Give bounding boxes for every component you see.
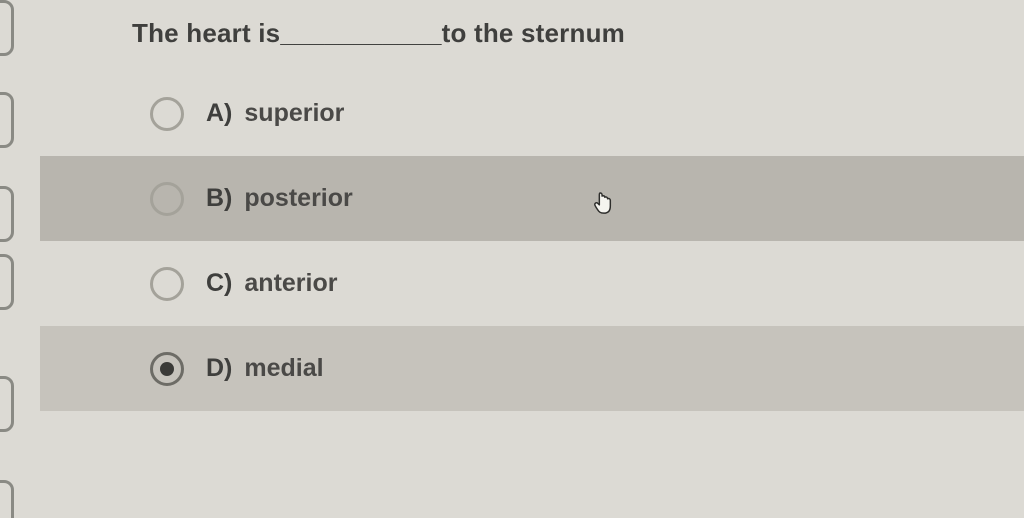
option-text: posterior <box>244 184 352 213</box>
question-text-part-1: The heart is <box>132 18 280 48</box>
question-nav-stub[interactable] <box>0 254 14 310</box>
radio-b[interactable] <box>150 182 184 216</box>
question-nav-stub[interactable] <box>0 0 14 56</box>
option-label: A) superior <box>206 99 344 128</box>
question-blank: ___________ <box>280 18 441 48</box>
option-label: D) medial <box>206 354 324 383</box>
option-row-b[interactable]: B) posterior <box>40 156 1024 241</box>
question-nav-stubs <box>0 0 18 518</box>
question-text-part-2: to the sternum <box>442 18 625 48</box>
radio-c[interactable] <box>150 267 184 301</box>
option-letter: C) <box>206 269 232 298</box>
question-text: The heart is___________to the sternum <box>40 0 1024 71</box>
option-letter: D) <box>206 354 232 383</box>
question-nav-stub[interactable] <box>0 186 14 242</box>
options-list: A) superior B) posterior C) anterior D) medial <box>40 71 1024 411</box>
option-row-a[interactable]: A) superior <box>40 71 1024 156</box>
question-nav-stub[interactable] <box>0 376 14 432</box>
option-text: superior <box>244 99 344 128</box>
question-nav-stub[interactable] <box>0 92 14 148</box>
question-nav-stub[interactable] <box>0 480 14 518</box>
option-row-c[interactable]: C) anterior <box>40 241 1024 326</box>
option-letter: B) <box>206 184 232 213</box>
radio-d[interactable] <box>150 352 184 386</box>
option-letter: A) <box>206 99 232 128</box>
option-label: C) anterior <box>206 269 337 298</box>
option-row-d[interactable]: D) medial <box>40 326 1024 411</box>
option-label: B) posterior <box>206 184 353 213</box>
option-text: medial <box>244 354 323 383</box>
radio-a[interactable] <box>150 97 184 131</box>
question-panel: The heart is___________to the sternum A)… <box>40 0 1024 518</box>
option-text: anterior <box>244 269 337 298</box>
